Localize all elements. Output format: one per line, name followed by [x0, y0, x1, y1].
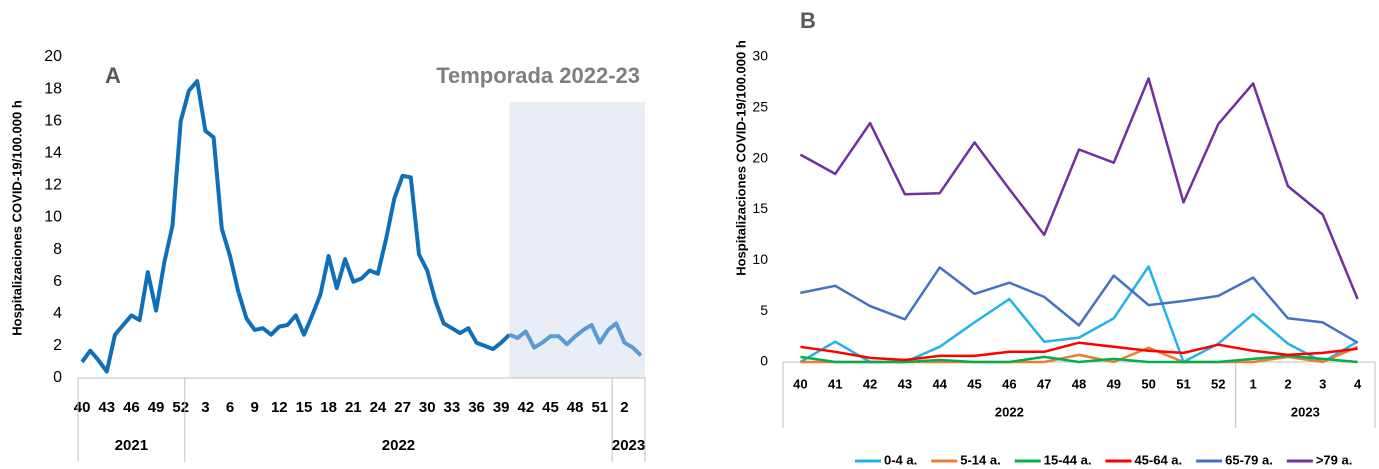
x-tick-label: 43: [98, 399, 115, 416]
x-tick-label: 43: [898, 376, 912, 391]
x-tick-label: 52: [1211, 376, 1225, 391]
x-tick-label: 44: [932, 376, 947, 391]
x-tick-label: 40: [793, 376, 807, 391]
x-tick-label: 47: [1037, 376, 1051, 391]
x-tick-label: 9: [251, 399, 259, 416]
annotation: Temporada 2022-23: [436, 63, 640, 88]
x-tick-label: 51: [1176, 376, 1190, 391]
y-tick-label: 20: [752, 149, 768, 165]
legend-label: 5-14 a.: [960, 452, 1000, 467]
data-line: [800, 341, 1358, 362]
legend-label: 0-4 a.: [884, 452, 917, 467]
legend-label: 15-44 a.: [1044, 452, 1092, 467]
x-tick-label: 52: [172, 399, 189, 416]
y-tick-label: 12: [44, 177, 62, 194]
data-line: [800, 266, 1359, 344]
x-tick-label: 48: [1072, 376, 1086, 391]
y-tick-label: 0: [760, 353, 768, 369]
data-line: [799, 265, 1359, 364]
x-tick-label: 33: [444, 399, 461, 416]
x-tick-label: 30: [419, 399, 436, 416]
legend-label: 65-79 a.: [1225, 452, 1273, 467]
x-tick-label: 1: [1250, 376, 1257, 391]
y-tick-label: 2: [53, 337, 62, 354]
x-tick-label: 50: [1141, 376, 1155, 391]
panel-title: B: [800, 8, 816, 33]
x-tick-label: 39: [493, 399, 510, 416]
y-axis-label: Hospitalizaciones COVID-19/100.000 h: [9, 100, 24, 336]
x-tick-label: 12: [271, 399, 288, 416]
group-label: 2021: [115, 437, 148, 454]
x-tick-label: 15: [296, 399, 313, 416]
x-tick-label: 48: [567, 399, 584, 416]
data-line: [799, 77, 1359, 300]
y-tick-label: 10: [44, 209, 62, 226]
highlight-region: [509, 102, 645, 378]
x-tick-label: 18: [320, 399, 337, 416]
y-tick-label: 8: [53, 241, 62, 258]
data-line: [800, 354, 1358, 364]
x-tick-label: 6: [226, 399, 234, 416]
legend-label: >79 a.: [1316, 452, 1353, 467]
y-axis-label: Hospitalizaciones COVID-19/100.000 h: [733, 40, 748, 276]
panel-title: A: [105, 63, 121, 88]
x-tick-label: 45: [542, 399, 559, 416]
x-tick-label: 46: [1002, 376, 1016, 391]
group-label: 2023: [1291, 404, 1320, 419]
x-tick-label: 49: [148, 399, 165, 416]
x-tick-label: 27: [394, 399, 411, 416]
y-tick-label: 0: [53, 369, 62, 386]
x-tick-label: 51: [591, 399, 608, 416]
data-line: [508, 321, 643, 357]
y-tick-label: 30: [752, 48, 768, 64]
y-tick-label: 4: [53, 305, 62, 322]
data-line: [80, 79, 511, 374]
x-tick-label: 3: [1319, 376, 1326, 391]
x-tick-label: 3: [201, 399, 209, 416]
x-tick-label: 42: [863, 376, 877, 391]
y-tick-label: 15: [752, 200, 768, 216]
y-tick-label: 18: [44, 80, 62, 97]
y-tick-label: 14: [44, 145, 62, 162]
y-tick-label: 10: [752, 251, 768, 267]
x-tick-label: 24: [370, 399, 387, 416]
group-label: 2022: [995, 404, 1024, 419]
legend-label: 45-64 a.: [1134, 452, 1182, 467]
group-label: 2023: [612, 437, 645, 454]
x-tick-label: 4: [1354, 376, 1362, 391]
x-tick-label: 36: [468, 399, 485, 416]
x-tick-label: 46: [123, 399, 140, 416]
x-tick-label: 2: [1284, 376, 1291, 391]
x-tick-label: 40: [74, 399, 91, 416]
x-tick-label: 45: [967, 376, 981, 391]
y-tick-label: 5: [760, 302, 768, 318]
y-tick-label: 6: [53, 273, 62, 290]
x-tick-label: 21: [345, 399, 362, 416]
group-label: 2022: [382, 437, 415, 454]
y-tick-label: 25: [752, 99, 768, 115]
y-tick-label: 16: [44, 112, 62, 129]
x-tick-label: 2: [620, 399, 628, 416]
x-tick-label: 49: [1107, 376, 1121, 391]
y-tick-label: 20: [44, 48, 62, 65]
x-tick-label: 41: [828, 376, 842, 391]
x-tick-label: 42: [518, 399, 535, 416]
